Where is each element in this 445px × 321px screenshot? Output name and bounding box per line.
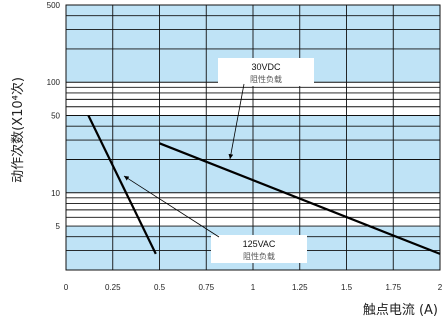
y-tick-labels: 5 10 50 100 500 xyxy=(47,1,61,231)
x-tick-label: 1 xyxy=(251,283,256,292)
plot-frame xyxy=(65,4,441,271)
y-axis-title: 动作次数(X10⁴次) xyxy=(10,77,26,183)
annotation-subtitle: 阻性负载 xyxy=(250,74,282,84)
x-tick-label: 0.75 xyxy=(198,283,214,292)
series-line xyxy=(87,115,157,255)
x-tick-label: 2 xyxy=(438,283,443,292)
x-tick-label: 1.5 xyxy=(341,283,353,292)
series-line xyxy=(159,142,441,255)
annotation-title: 30VDC xyxy=(251,62,281,72)
y-tick-label: 10 xyxy=(51,189,60,198)
annotation-box xyxy=(218,58,314,86)
annotation-leader xyxy=(123,175,220,238)
y-tick-label: 500 xyxy=(47,1,61,10)
x-tick-label: 1.75 xyxy=(385,283,401,292)
x-tick-label: 0.5 xyxy=(154,283,166,292)
annotations: 30VDC 阻性负载 125VAC 阻性负载 xyxy=(123,58,314,263)
annotation-title: 125VAC xyxy=(243,239,276,249)
y-tick-label: 100 xyxy=(47,78,61,87)
y-tick-label: 5 xyxy=(56,222,61,231)
x-tick-labels: 0 0.25 0.5 0.75 1 1.25 1.5 1.75 2 xyxy=(64,283,443,292)
annotation-subtitle: 阻性负载 xyxy=(243,251,275,261)
x-tick-label: 0 xyxy=(64,283,69,292)
x-tick-label: 1.25 xyxy=(292,283,308,292)
annotation-leader xyxy=(228,83,245,160)
series-lines xyxy=(87,115,441,255)
x-tick-label: 0.25 xyxy=(105,283,121,292)
y-tick-label: 50 xyxy=(51,112,60,121)
annotation-box xyxy=(211,235,307,263)
x-axis-title: 触点电流 (A) xyxy=(363,303,438,318)
